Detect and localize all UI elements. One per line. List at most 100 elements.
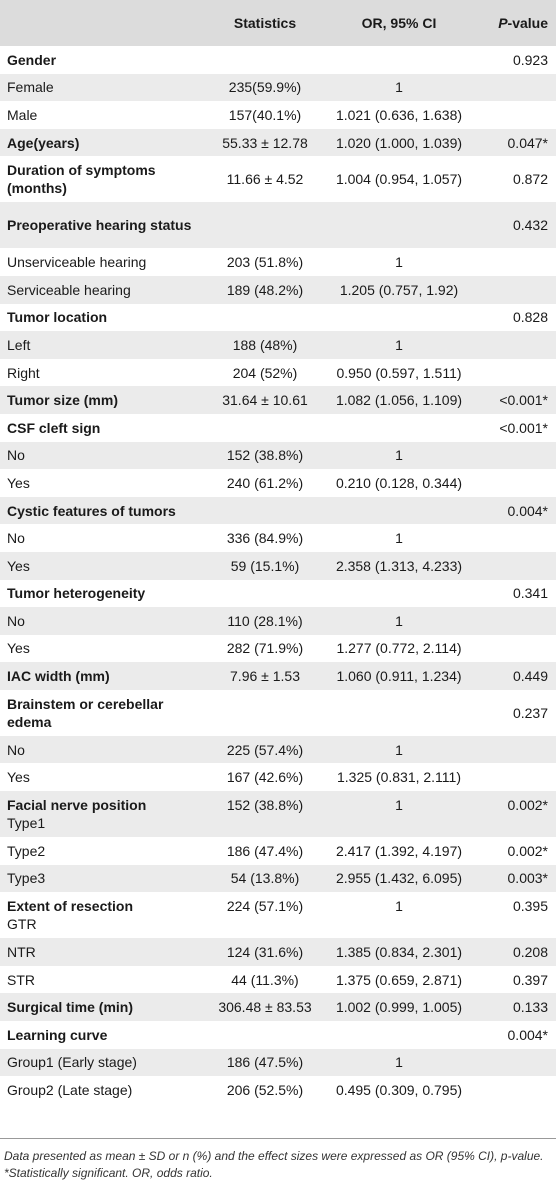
row-label: Yes <box>7 474 30 491</box>
row-or-ci: 1.004 (0.954, 1.057) <box>335 171 463 188</box>
row-p-value <box>468 524 556 552</box>
row-statistics: 167 (42.6%) <box>226 769 304 786</box>
row-label: Facial nerve position Type1 <box>0 791 200 837</box>
row-label: Unserviceable hearing <box>7 254 147 271</box>
row-label: Male <box>7 106 38 123</box>
table-row: Duration of symptoms (months) 11.66 ± 4.5… <box>0 156 556 203</box>
row-statistics: 204 (52%) <box>232 364 298 381</box>
row-or-ci: 1 <box>395 447 403 464</box>
row-p-value <box>468 736 556 764</box>
table-row: Tumor location 0.828 <box>0 303 556 332</box>
row-or-ci: 1.021 (0.636, 1.638) <box>335 106 463 123</box>
row-statistics: 54 (13.8%) <box>230 870 300 887</box>
row-p-value <box>468 635 556 663</box>
row-label-sub: GTR <box>7 916 37 933</box>
table-row: Yes 282 (71.9%) 1.277 (0.772, 2.114) <box>0 634 556 663</box>
row-label: No <box>7 447 25 464</box>
row-or-ci <box>330 690 468 736</box>
row-label: No <box>7 612 25 629</box>
row-statistics: 44 (11.3%) <box>231 971 299 988</box>
row-statistics <box>200 580 330 608</box>
row-statistics: 55.33 ± 12.78 <box>222 134 308 151</box>
row-p-value: 0.047* <box>507 134 548 151</box>
row-label: IAC width (mm) <box>7 668 110 685</box>
row-p-value <box>468 359 556 387</box>
row-label: Tumor location <box>7 309 108 326</box>
row-statistics: 152 (38.8%) <box>226 797 304 814</box>
row-or-ci: 1 <box>395 898 403 915</box>
row-or-ci: 1.385 (0.834, 2.301) <box>335 944 463 961</box>
row-p-value: 0.872 <box>512 171 548 188</box>
row-p-value: <0.001* <box>499 419 548 436</box>
row-or-ci: 1 <box>395 254 403 271</box>
row-or-ci: 1 <box>395 797 403 814</box>
row-p-value <box>468 607 556 635</box>
table-row: Group1 (Early stage) 186 (47.5%) 1 <box>0 1048 556 1077</box>
header-statistics: Statistics <box>233 15 297 31</box>
row-statistics <box>200 46 330 74</box>
row-label: Tumor size (mm) <box>7 392 118 409</box>
row-p-value <box>468 1076 556 1104</box>
row-label: Surgical time (min) <box>7 999 134 1016</box>
results-table: Statistics OR, 95% CI P-value Gender 0.92… <box>0 0 556 1104</box>
row-label: NTR <box>7 944 36 961</box>
table-row: Tumor heterogeneity 0.341 <box>0 579 556 608</box>
row-label: Yes <box>7 640 30 657</box>
row-label: Cystic features of tumors <box>7 502 176 519</box>
row-p-value <box>468 1049 556 1077</box>
row-p-value <box>468 763 556 791</box>
row-p-value: 0.004* <box>507 1026 548 1043</box>
row-or-ci: 1 <box>395 336 403 353</box>
row-label: Female <box>7 79 54 96</box>
row-p-value: 0.002* <box>507 842 548 859</box>
row-p-value: 0.237 <box>512 704 548 721</box>
row-or-ci: 0.210 (0.128, 0.344) <box>335 474 463 491</box>
table-row: Female 235(59.9%) 1 <box>0 73 556 102</box>
row-statistics: 59 (15.1%) <box>230 557 300 574</box>
row-statistics: 110 (28.1%) <box>227 612 303 629</box>
row-label: Left <box>7 336 31 353</box>
row-statistics: 188 (48%) <box>232 336 298 353</box>
row-statistics <box>200 1021 330 1049</box>
row-or-ci: 1 <box>395 741 403 758</box>
table-row: Extent of resection GTR 224 (57.1%) 1 0.395 <box>0 892 556 939</box>
row-or-ci: 1.205 (0.757, 1.92) <box>339 281 459 298</box>
row-label: Gender <box>7 51 57 68</box>
row-or-ci <box>330 580 468 608</box>
row-p-value <box>468 442 556 470</box>
row-p-value <box>468 331 556 359</box>
row-or-ci: 1.375 (0.659, 2.871) <box>335 971 463 988</box>
row-or-ci <box>330 304 468 332</box>
row-p-value <box>468 74 556 102</box>
row-or-ci: 0.495 (0.309, 0.795) <box>335 1082 463 1099</box>
row-label: CSF cleft sign <box>7 419 101 436</box>
row-p-value <box>468 276 556 304</box>
row-p-value: 0.002* <box>507 797 548 814</box>
table-row: Preoperative hearing status 0.432 <box>0 202 556 249</box>
row-or-ci: 1 <box>395 79 403 96</box>
row-statistics <box>200 497 330 525</box>
table-row: Tumor size (mm) 31.64 ± 10.61 1.082 (1.056… <box>0 386 556 414</box>
row-p-value: 0.397 <box>512 971 548 988</box>
table-row: Age(years) 55.33 ± 12.78 1.020 (1.000, 1.0… <box>0 128 556 157</box>
row-statistics: 157(40.1%) <box>228 106 302 123</box>
row-or-ci <box>330 1021 468 1049</box>
row-p-value: 0.432 <box>512 217 548 234</box>
table-row: NTR 124 (31.6%) 1.385 (0.834, 2.301) 0.208 <box>0 938 556 966</box>
table-row: No 110 (28.1%) 1 <box>0 607 556 635</box>
table-row: Left 188 (48%) 1 <box>0 331 556 359</box>
row-label-sub: Type1 <box>7 815 46 832</box>
row-statistics <box>200 202 330 248</box>
row-or-ci: 1 <box>395 612 403 629</box>
row-p-value: 0.208 <box>512 944 548 961</box>
row-statistics: 152 (38.8%) <box>226 447 304 464</box>
row-p-value <box>468 101 556 129</box>
row-statistics: 124 (31.6%) <box>226 944 304 961</box>
row-p-value: 0.828 <box>512 309 548 326</box>
table-row: IAC width (mm) 7.96 ± 1.53 1.060 (0.911, 1… <box>0 662 556 690</box>
row-label: Tumor heterogeneity <box>7 585 146 602</box>
row-p-value <box>468 248 556 276</box>
row-label: Right <box>7 364 40 381</box>
row-or-ci <box>330 46 468 74</box>
row-label-main: Facial nerve position <box>7 797 147 814</box>
